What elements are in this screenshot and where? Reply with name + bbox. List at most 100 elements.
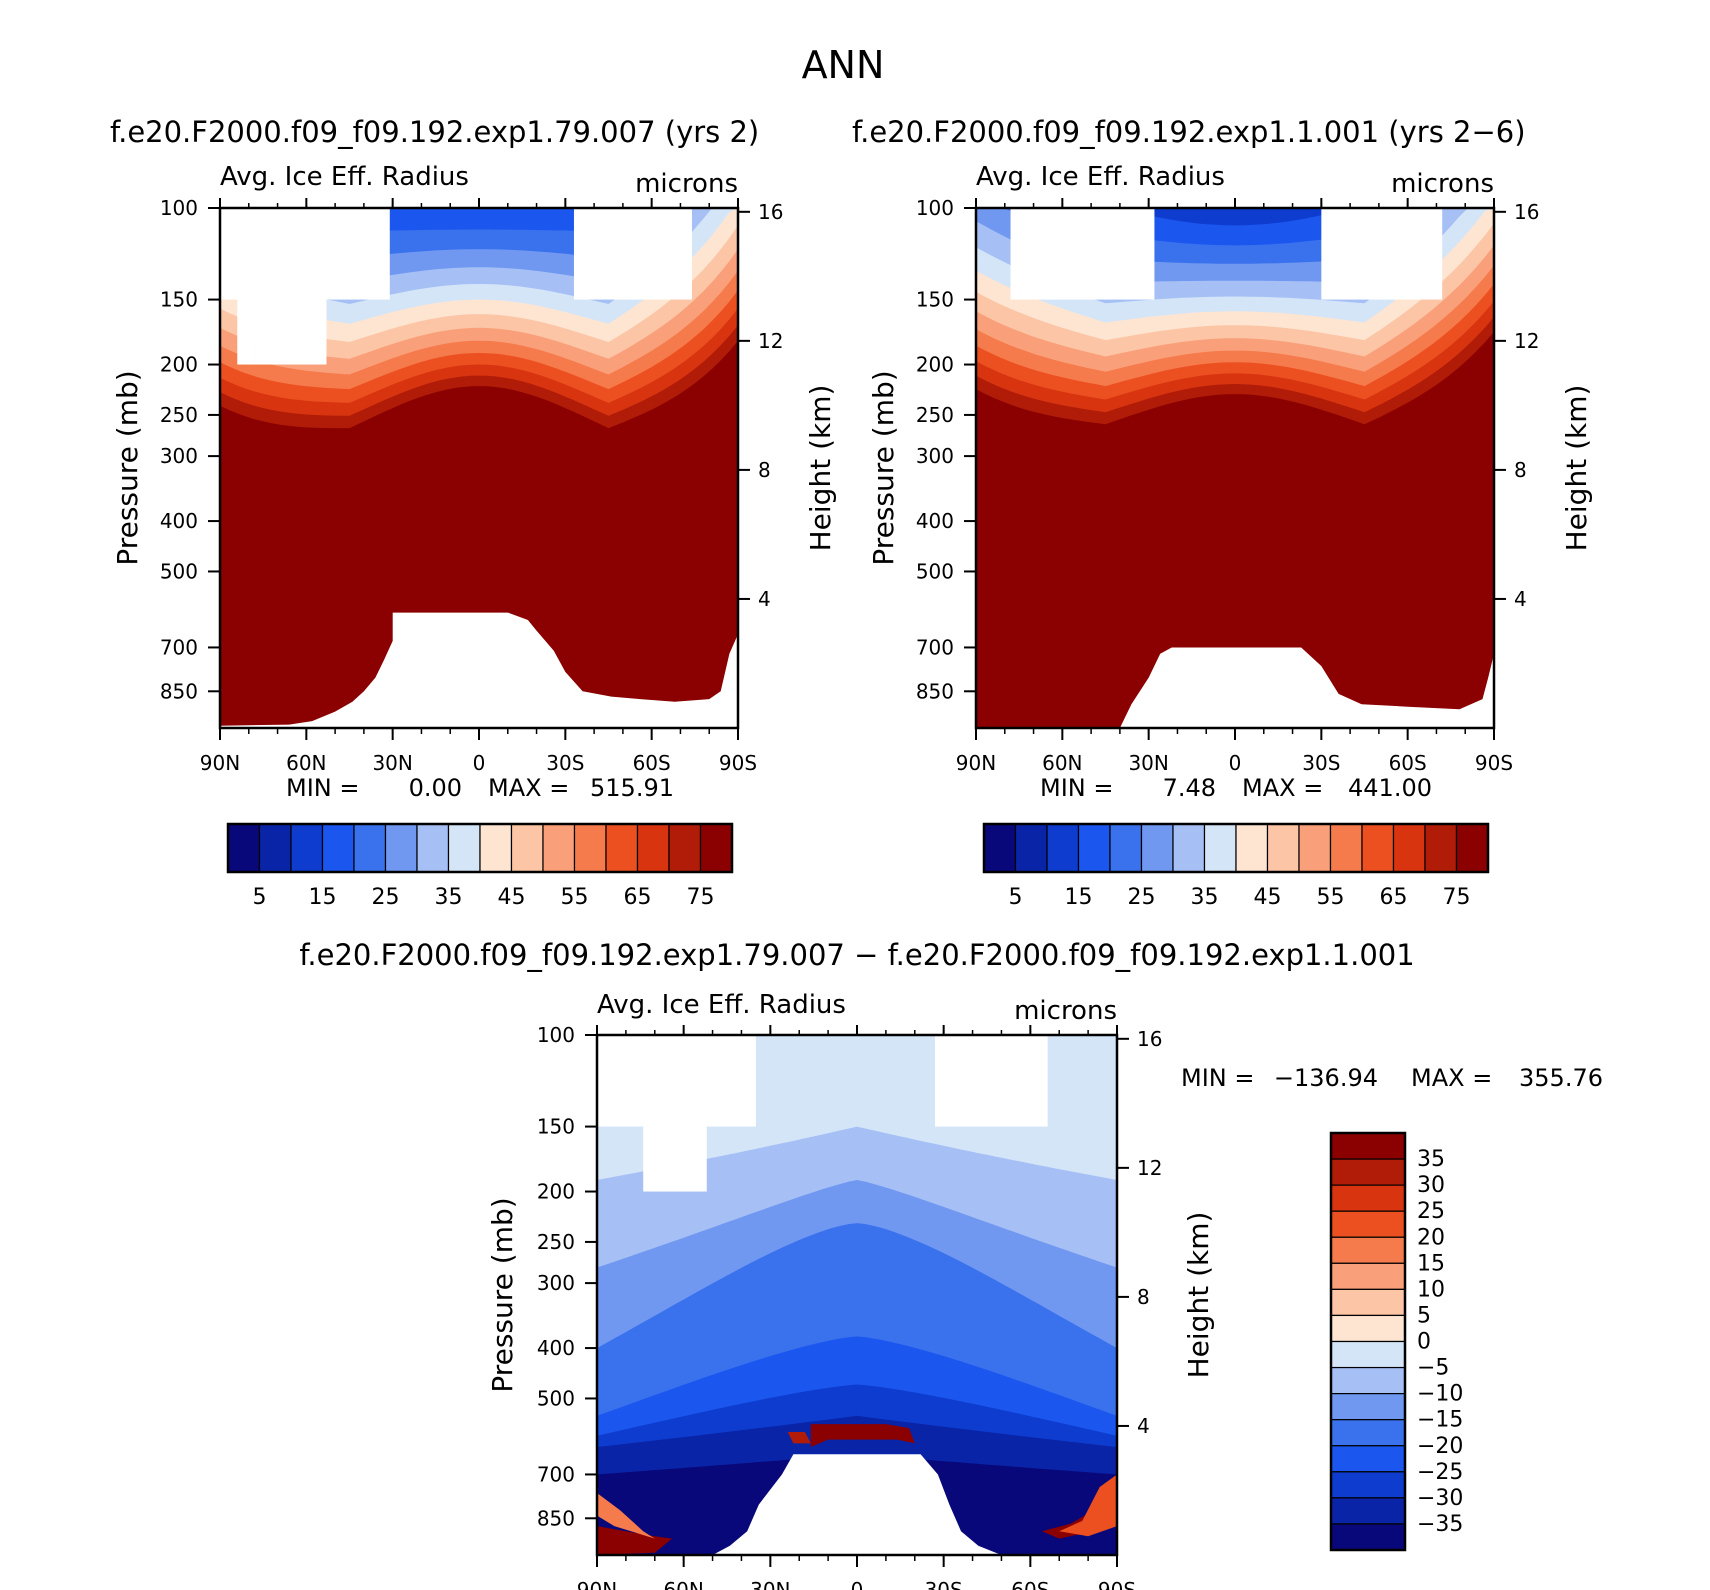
colorbar-swatch-11 [573, 823, 607, 873]
colorbar-swatch-14 [668, 823, 702, 873]
diff-colorbar-swatch-11 [1330, 1419, 1406, 1447]
colorbar-swatch-7 [1203, 823, 1237, 873]
colorbar-swatch-10 [1298, 823, 1332, 873]
pressure-tick-label-4: 300 [916, 444, 954, 468]
pressure-tick-label-7: 700 [916, 635, 954, 659]
panel-3-case-title: f.e20.F2000.f09_f09.192.exp1.79.007 − f.… [299, 938, 1414, 972]
colorbar-swatch-11 [1329, 823, 1363, 873]
colorbar-label-7: 75 [687, 885, 715, 910]
lat-tick-label-2: 30N [1128, 751, 1168, 775]
colorbar-label-7: 75 [1443, 885, 1471, 910]
lat-tick-label-0: 90N [577, 1578, 617, 1590]
surface-mask [976, 647, 1494, 728]
colorbar-swatch-4 [1109, 823, 1143, 873]
panel-2-pressure-axis-label: Pressure (mb) [867, 370, 900, 565]
panel-3-field [597, 1035, 1117, 1555]
diff-colorbar-frame [1329, 1131, 1407, 1552]
diff-missing-region-2 [643, 1126, 707, 1192]
diff-missing-region-1 [935, 1035, 1048, 1127]
panel-1: f.e20.F2000.f09_f09.192.exp1.79.007 (yrs… [110, 115, 837, 910]
panel-1-max-label: MAX = [488, 774, 569, 802]
colorbar-label-4: 45 [1254, 885, 1282, 910]
colorbar-swatch-2 [1046, 823, 1080, 873]
pressure-tick-label-3: 250 [537, 1230, 575, 1254]
colorbar-swatch-10 [542, 823, 576, 873]
height-tick-label-2: 8 [1514, 458, 1527, 482]
lat-tick-label-4: 30S [1302, 751, 1340, 775]
panel-2-colorbar: 5 15 25 35 45 55 65 75 [982, 822, 1490, 910]
diff-colorbar-swatch-13 [1330, 1471, 1406, 1499]
panel-1-units-label: microns [635, 169, 738, 199]
pressure-tick-label-5: 400 [916, 509, 954, 533]
panel-2-axes: 100 150 200 250 300 400 500 700 850 16 12 8 4 90N 60N 3… [916, 196, 1540, 775]
colorbar-swatch-8 [479, 823, 513, 873]
diff-colorbar-label-8: −5 [1417, 1356, 1449, 1381]
colorbar-swatch-1 [1014, 823, 1048, 873]
lat-tick-label-6: 90S [1475, 751, 1513, 775]
diff-colorbar-swatch-8 [1330, 1340, 1406, 1369]
pressure-tick-label-4: 300 [160, 444, 198, 468]
pressure-tick-label-2: 200 [537, 1180, 575, 1204]
diff-colorbar-swatch-3 [1330, 1210, 1406, 1238]
missing-region-1 [1321, 208, 1443, 300]
panel-1-colorbar: 5 15 25 35 45 55 65 75 [226, 822, 734, 910]
lat-tick-label-5: 60S [633, 751, 671, 775]
diff-colorbar-label-12: −25 [1417, 1460, 1463, 1485]
height-tick-label-3: 4 [1137, 1414, 1150, 1438]
height-tick-label-0: 16 [1137, 1027, 1162, 1051]
height-tick-label-0: 16 [758, 200, 783, 224]
colorbar-swatch-6 [1172, 823, 1206, 873]
panel-1-min-label: MIN = [286, 774, 359, 802]
panel-2-min-value: 7.48 [1163, 774, 1216, 802]
pressure-tick-label-4: 300 [537, 1271, 575, 1295]
pressure-tick-label-0: 100 [537, 1023, 575, 1047]
pressure-tick-label-0: 100 [916, 196, 954, 220]
colorbar-swatch-9 [1266, 823, 1300, 873]
panel-3-min-label: MIN = [1181, 1064, 1254, 1092]
height-tick-label-1: 12 [1514, 329, 1539, 353]
diff-missing-region-0 [597, 1035, 756, 1127]
height-tick-label-1: 12 [758, 329, 783, 353]
panel-3-variable-label: Avg. Ice Eff. Radius [597, 990, 846, 1020]
lat-tick-label-0: 90N [956, 751, 996, 775]
height-tick-label-2: 8 [758, 458, 771, 482]
lat-tick-label-4: 30S [925, 1578, 963, 1590]
colorbar-swatch-13 [636, 823, 670, 873]
pressure-tick-label-2: 200 [916, 353, 954, 377]
panel-2-field [976, 208, 1494, 728]
colorbar-swatch-13 [1392, 823, 1426, 873]
diff-colorbar-swatch-2 [1330, 1184, 1406, 1212]
colorbar-swatch-15 [699, 823, 733, 873]
diff-colorbar-swatch-1 [1330, 1158, 1406, 1186]
diff-colorbar-label-5: 10 [1417, 1277, 1445, 1302]
lat-tick-label-2: 30N [750, 1578, 790, 1590]
diff-colorbar-label-3: 20 [1417, 1225, 1445, 1250]
pressure-tick-label-7: 700 [537, 1462, 575, 1486]
diff-colorbar-swatch-10 [1330, 1393, 1406, 1421]
diff-colorbar-swatch-9 [1330, 1366, 1406, 1395]
colorbar-label-3: 35 [435, 885, 463, 910]
panel-1-axes: 100 150 200 250 300 400 500 700 850 16 12 8 4 90N 60N 3… [160, 196, 784, 775]
lat-tick-label-0: 90N [200, 751, 240, 775]
height-tick-label-3: 4 [758, 587, 771, 611]
colorbar-swatch-12 [605, 823, 639, 873]
colorbar-swatch-3 [321, 823, 355, 873]
missing-region-0 [220, 208, 390, 300]
panel-1-variable-label: Avg. Ice Eff. Radius [220, 162, 469, 192]
panel-1-height-axis-label: Height (km) [804, 385, 837, 552]
colorbar-swatch-5 [384, 823, 418, 873]
lat-tick-label-3: 0 [851, 1578, 864, 1590]
lat-tick-label-5: 60S [1011, 1578, 1049, 1590]
colorbar-label-5: 55 [1317, 885, 1345, 910]
colorbar-swatch-12 [1361, 823, 1395, 873]
colorbar-swatch-2 [290, 823, 324, 873]
diff-colorbar-swatch-0 [1330, 1132, 1406, 1160]
diff-colorbar-swatch-6 [1330, 1288, 1406, 1317]
pressure-tick-label-6: 500 [537, 1386, 575, 1410]
lat-tick-label-6: 90S [1098, 1578, 1136, 1590]
diff-positive-feature-1 [597, 1493, 655, 1539]
diff-colorbar-label-6: 5 [1417, 1303, 1431, 1328]
pressure-tick-label-0: 100 [160, 196, 198, 220]
pressure-tick-label-1: 150 [916, 288, 954, 312]
